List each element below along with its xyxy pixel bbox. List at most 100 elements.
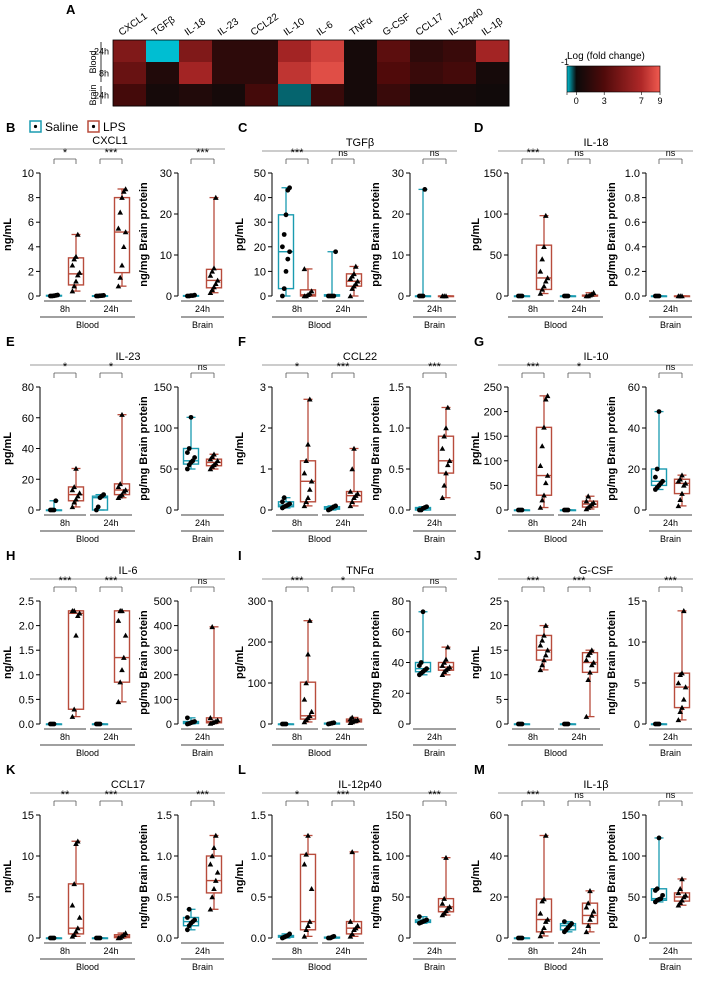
- lps-data-point: [211, 451, 217, 457]
- lps-box: [113, 186, 131, 289]
- lps-data-point: [73, 928, 79, 934]
- y-axis-tick-label: 2: [260, 423, 266, 435]
- x-time-label: 24h: [427, 732, 442, 742]
- lps-data-point: [679, 293, 685, 299]
- lps-data-point: [122, 487, 129, 493]
- heatmap-cell: [311, 40, 345, 63]
- y-axis-tick-label: 20: [392, 209, 404, 221]
- lps-data-point: [213, 194, 219, 200]
- lps-data-point: [71, 706, 77, 712]
- saline-data-point: [51, 721, 57, 727]
- lps-data-point: [211, 886, 217, 892]
- lps-data-point: [543, 480, 549, 486]
- y-axis-tick-label: 40: [22, 444, 34, 456]
- y-axis-tick-label: 0: [28, 505, 34, 517]
- saline-data-point: [280, 244, 285, 250]
- y-axis-tick-label: 400: [154, 621, 172, 633]
- y-axis-tick-label: 150: [484, 431, 502, 443]
- colorbar-title: Log (fold change): [567, 51, 645, 62]
- panel-g: GIL-10050100150200250pg/mL***8h*24hBlood…: [470, 334, 693, 544]
- colorbar-tick-label: 0: [574, 96, 579, 106]
- heatmap-cell: [179, 62, 213, 85]
- lps-box: [535, 212, 553, 296]
- heatmap-cell: [113, 40, 147, 63]
- saline-box: [91, 721, 109, 727]
- lps-iqr-box: [205, 855, 223, 894]
- y-axis-label: pg/mL: [234, 218, 246, 251]
- lps-data-point: [71, 931, 77, 937]
- y-axis-tick-label: 2.0: [19, 621, 34, 633]
- saline-box: [559, 293, 577, 299]
- lps-data-point: [544, 916, 551, 922]
- lps-data-point: [207, 906, 214, 912]
- colorbar-tick-label: -1: [561, 57, 569, 67]
- lps-data-point: [445, 644, 451, 650]
- y-axis-tick-label: 150: [154, 382, 172, 394]
- lps-data-point: [589, 647, 595, 653]
- saline-data-point: [519, 721, 525, 727]
- y-axis-label: pg/mg Brain protein: [370, 610, 382, 715]
- heatmap-border: [112, 39, 510, 107]
- saline-data-point: [565, 721, 571, 727]
- y-axis-label: pg/mg Brain protein: [138, 610, 150, 715]
- lps-data-point: [301, 696, 308, 702]
- lps-box: [437, 293, 455, 299]
- lps-data-point: [121, 244, 127, 250]
- significance-label: ns: [338, 148, 348, 158]
- y-axis-tick-label: 60: [22, 413, 34, 425]
- y-axis-tick-label: 150: [386, 810, 404, 822]
- lps-data-point: [303, 927, 309, 933]
- lps-data-point: [207, 715, 214, 721]
- panel-j: J G-CSF 0 5 10 15 20 25 ng/mL *** 8h *** 24h Blood 0 5 1…: [470, 548, 693, 758]
- x-time-label: 8h: [292, 732, 302, 742]
- lps-data-point: [675, 890, 682, 896]
- lps-data-point: [307, 486, 313, 492]
- saline-box: [513, 293, 531, 299]
- lps-data-point: [354, 490, 361, 496]
- x-tissue-label: Brain: [424, 534, 445, 544]
- lps-data-point: [544, 647, 551, 653]
- lps-box: [205, 194, 223, 295]
- y-axis-tick-label: 10: [160, 250, 172, 262]
- panel-title: G-CSF: [579, 565, 614, 577]
- x-time-label: 24h: [103, 518, 118, 528]
- y-axis-tick-label: 0.5: [19, 694, 34, 706]
- x-tissue-label: Brain: [660, 534, 681, 544]
- heatmap-cell: [476, 84, 510, 107]
- lps-data-point: [537, 462, 544, 468]
- lps-box: [345, 714, 363, 726]
- lps-data-point: [544, 393, 551, 399]
- y-axis-tick-label: 0.0: [157, 933, 172, 945]
- saline-data-point: [519, 507, 525, 513]
- lps-box: [673, 472, 691, 509]
- legend: Saline LPS: [29, 120, 126, 134]
- lps-data-point: [305, 441, 311, 447]
- lps-data-point: [76, 490, 83, 496]
- lps-data-point: [682, 684, 689, 690]
- heatmap-column-label: CXCL1: [117, 11, 150, 39]
- y-axis-label: pg/mg Brain protein: [138, 396, 150, 501]
- significance-label: *: [63, 361, 68, 373]
- lps-box: [67, 608, 85, 719]
- panel-label: D: [474, 120, 483, 135]
- y-axis-tick-label: 0.0: [19, 719, 34, 731]
- y-axis-tick-label: 5: [28, 892, 34, 904]
- lps-box: [437, 644, 455, 678]
- heatmap-column-label: IL-6: [315, 19, 336, 38]
- y-axis-tick-label: 500: [154, 596, 172, 608]
- saline-box: [414, 914, 432, 926]
- heatmap-column-label: CCL17: [414, 11, 446, 38]
- x-tissue-label: Blood: [544, 962, 567, 972]
- lps-data-point: [347, 293, 354, 299]
- saline-box: [323, 720, 341, 727]
- lps-data-point: [303, 851, 309, 857]
- lps-box: [535, 622, 553, 673]
- x-time-label: 24h: [103, 946, 118, 956]
- x-time-label: 24h: [427, 946, 442, 956]
- y-axis-tick-label: 3: [260, 382, 266, 394]
- y-axis-tick-label: 5: [496, 694, 502, 706]
- lps-data-point: [443, 470, 449, 476]
- panel-title: IL-6: [119, 565, 138, 577]
- lps-box: [299, 266, 317, 299]
- lps-data-point: [541, 283, 547, 289]
